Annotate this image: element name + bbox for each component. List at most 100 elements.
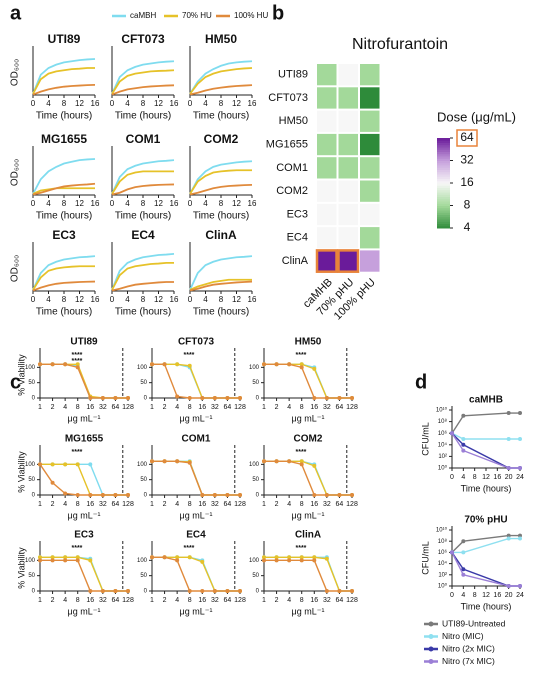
- data-point: [262, 459, 266, 464]
- series-line: [451, 432, 520, 440]
- colorbar-segment: [437, 149, 450, 152]
- series-line: [451, 432, 520, 469]
- annotation: ****: [296, 545, 307, 552]
- y-tick-label: 0: [144, 493, 148, 499]
- colorbar-segment: [437, 194, 450, 197]
- x-tick-label: 12: [232, 199, 241, 208]
- y-tick-label: 0: [256, 493, 260, 499]
- series-line: [189, 183, 253, 196]
- heatmap-cell: [317, 157, 337, 179]
- data-point: [287, 555, 292, 560]
- x-tick-label: 32: [211, 597, 219, 604]
- x-tick-label: 4: [125, 295, 130, 304]
- row-label: EC3: [287, 208, 308, 220]
- series-line: [189, 67, 253, 95]
- data-point: [200, 396, 205, 400]
- colorbar-segment: [437, 219, 450, 222]
- series-line: [451, 412, 520, 434]
- x-axis-label: Time (hours): [461, 601, 512, 611]
- x-tick-label: 16: [86, 501, 94, 508]
- heatmap-cell: [317, 227, 337, 249]
- series-line: [111, 84, 175, 96]
- heatmap-cell: [338, 180, 358, 202]
- y-tick-label: 0: [32, 396, 36, 402]
- series-line: [264, 559, 352, 592]
- colorbar-segment: [437, 210, 450, 213]
- heatmap-cell: [317, 180, 337, 202]
- x-axis-label: Time (hours): [115, 211, 171, 222]
- series-line: [264, 556, 352, 592]
- row-label: HM50: [279, 115, 308, 127]
- data-point: [312, 558, 317, 563]
- series-line: [264, 363, 352, 399]
- series-line: [111, 281, 174, 292]
- heatmap-cell: [338, 203, 358, 226]
- x-tick-label: 16: [170, 199, 179, 208]
- row-label: COM2: [276, 185, 308, 197]
- x-tick-label: 128: [122, 404, 134, 411]
- colorbar-label: Dose (μg/mL): [437, 109, 516, 124]
- x-tick-label: 8: [473, 592, 477, 599]
- heatmap-cell: [338, 133, 358, 156]
- panel-label: c: [10, 371, 21, 393]
- data-point: [312, 493, 317, 497]
- data-point: [75, 493, 80, 497]
- chart-title: HM50: [295, 337, 322, 348]
- x-tick-label: 4: [63, 501, 67, 508]
- data-point: [88, 493, 93, 497]
- x-tick-label: 4: [125, 99, 130, 108]
- x-axis-label: μg mL⁻¹: [180, 510, 213, 520]
- legend-marker: [428, 659, 434, 664]
- heatmap-cell: [338, 64, 358, 86]
- series-line: [32, 67, 95, 95]
- x-tick-label: 1: [150, 501, 154, 508]
- data-point: [461, 539, 466, 544]
- data-point: [63, 491, 68, 496]
- x-tick-label: 128: [346, 404, 358, 411]
- series-line: [111, 252, 175, 291]
- data-point: [324, 556, 329, 561]
- chart-title: UTI89: [48, 32, 81, 46]
- heatmap-cell: [337, 249, 360, 273]
- heatmap-cell: [338, 227, 358, 249]
- data-point: [287, 459, 292, 464]
- y-axis-label: OD₆₀₀: [10, 59, 21, 86]
- y-tick-label: 100: [25, 462, 36, 468]
- x-tick-label: 32: [323, 501, 331, 508]
- x-tick-label: 12: [75, 199, 84, 208]
- colorbar-segment: [437, 162, 450, 166]
- data-point: [100, 396, 105, 400]
- y-tick-label: 10⁸: [438, 418, 448, 425]
- series-line: [40, 363, 128, 399]
- series-line: [152, 460, 240, 496]
- y-tick-label: 10¹⁰: [436, 407, 448, 414]
- series-line: [189, 169, 252, 195]
- series-line: [32, 265, 95, 291]
- x-tick-label: 16: [86, 404, 94, 411]
- x-tick-label: 32: [99, 597, 107, 604]
- heatmap-cell: [360, 227, 380, 249]
- data-point: [75, 555, 80, 560]
- data-point: [461, 413, 466, 418]
- data-point: [187, 555, 192, 560]
- x-axis-label: Time (hours): [193, 211, 249, 222]
- x-tick-label: 4: [125, 199, 130, 208]
- x-tick-label: 64: [112, 501, 120, 508]
- row-label: ClinA: [282, 255, 309, 267]
- heatmap-cell: [360, 203, 380, 226]
- colorbar-segment: [437, 203, 450, 206]
- colorbar-segment: [437, 189, 450, 193]
- legend-label: Nitro (7x MIC): [442, 656, 495, 666]
- x-tick-label: 128: [234, 501, 246, 508]
- x-tick-label: 8: [300, 501, 304, 508]
- x-tick-label: 64: [336, 597, 344, 604]
- data-point: [225, 396, 230, 400]
- x-tick-label: 8: [219, 199, 224, 208]
- heatmap-cell: [360, 64, 380, 86]
- y-tick-label: 0: [256, 396, 260, 402]
- series-line: [32, 158, 96, 195]
- x-tick-label: 64: [336, 404, 344, 411]
- legend-label: Nitro (MIC): [442, 631, 484, 641]
- x-tick-label: 4: [46, 199, 51, 208]
- colorbar-segment: [437, 174, 450, 177]
